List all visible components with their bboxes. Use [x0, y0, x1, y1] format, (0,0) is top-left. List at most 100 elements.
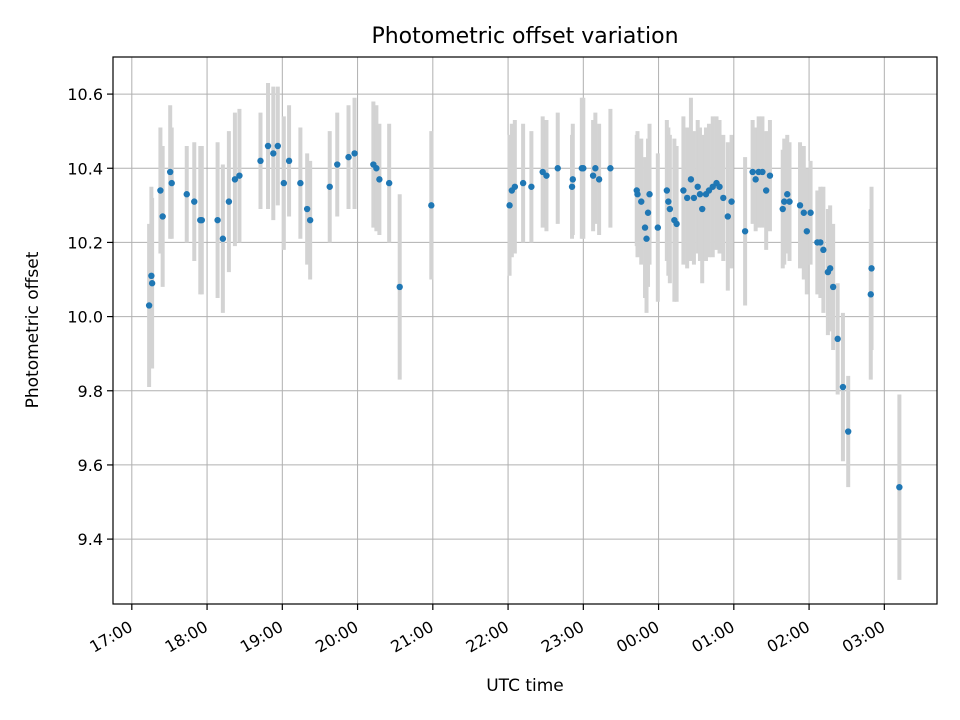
x-axis-label: UTC time [486, 676, 564, 696]
data-point [274, 142, 281, 150]
data-point [800, 209, 808, 216]
data-point [665, 198, 672, 205]
data-point [641, 224, 649, 231]
data-point [720, 194, 727, 202]
y-tick-label: 10.2 [67, 233, 103, 252]
data-point [646, 191, 653, 198]
data-point [663, 187, 671, 194]
data-point [511, 183, 519, 190]
x-tick-label: 17:00 [86, 617, 135, 657]
data-point [214, 216, 221, 224]
x-tick-label: 18:00 [162, 617, 211, 657]
data-point [345, 153, 352, 161]
data-point [752, 176, 759, 183]
data-point [680, 187, 687, 194]
data-point [589, 172, 597, 179]
data-point [741, 228, 749, 235]
data-point [868, 265, 875, 272]
data-point [673, 220, 680, 228]
y-tick-label: 10.6 [67, 85, 103, 104]
x-tick-label: 03:00 [839, 617, 888, 657]
data-point [803, 228, 811, 235]
data-point [896, 483, 903, 491]
data-point [334, 161, 341, 168]
data-point [728, 198, 735, 205]
data-point [845, 428, 852, 435]
data-point [285, 157, 293, 165]
data-point [297, 179, 304, 187]
data-point [264, 142, 272, 150]
data-point [826, 265, 834, 272]
x-tick-label: 01:00 [688, 617, 737, 657]
data-point [543, 172, 550, 179]
data-point [554, 165, 561, 172]
data-point [428, 202, 435, 209]
data-point [183, 191, 190, 198]
data-point [145, 302, 153, 309]
data-point [779, 205, 786, 213]
data-point [157, 187, 164, 194]
data-point [696, 191, 704, 198]
data-point [839, 383, 847, 391]
data-point [766, 172, 774, 179]
data-point [784, 191, 791, 198]
data-point [820, 246, 827, 254]
x-tick-label: 02:00 [764, 617, 813, 657]
data-point [687, 176, 695, 183]
x-tick-label: 21:00 [387, 617, 436, 657]
data-point [867, 291, 874, 298]
y-tick-label: 9.6 [78, 456, 103, 475]
data-point [580, 165, 587, 172]
data-point [148, 272, 155, 279]
data-point [191, 198, 198, 205]
chart-title: Photometric offset variation [371, 24, 678, 49]
y-tick-label: 9.8 [78, 382, 103, 401]
data-point [270, 150, 277, 157]
data-point [817, 239, 824, 246]
data-point [759, 168, 766, 176]
plot-frame [112, 56, 938, 605]
data-point [690, 194, 698, 202]
data-point [644, 209, 652, 216]
data-point [373, 165, 380, 172]
data-point [306, 216, 314, 224]
data-points [145, 142, 903, 491]
data-point [829, 283, 837, 291]
data-point [280, 179, 288, 187]
data-point [159, 213, 166, 220]
data-point [643, 235, 650, 242]
data-point [762, 187, 770, 194]
data-point [568, 183, 576, 190]
data-point [796, 202, 804, 209]
data-point [607, 165, 614, 172]
data-point [351, 150, 358, 157]
y-axis-label: Photometric offset [23, 251, 43, 408]
data-point [385, 179, 393, 187]
data-point [198, 216, 205, 224]
data-point [506, 202, 513, 209]
data-point [724, 213, 732, 220]
data-point [694, 183, 701, 190]
data-point [834, 335, 841, 343]
data-point [666, 205, 674, 213]
data-point [148, 280, 156, 287]
data-point [396, 283, 403, 291]
data-point [699, 205, 706, 213]
x-tick-label: 22:00 [463, 617, 512, 657]
x-tick-label: 23:00 [538, 617, 587, 657]
data-point [807, 209, 814, 216]
data-point [654, 224, 662, 231]
data-point [569, 176, 576, 183]
data-point [326, 183, 333, 190]
data-point [638, 198, 645, 205]
data-point [781, 198, 788, 205]
data-point [219, 235, 227, 242]
data-point [528, 183, 535, 190]
data-point [303, 205, 311, 213]
data-point [519, 179, 527, 187]
data-point [257, 157, 264, 165]
y-tick-label: 9.4 [78, 530, 103, 549]
x-tick-label: 19:00 [237, 617, 286, 657]
data-point [225, 198, 233, 205]
